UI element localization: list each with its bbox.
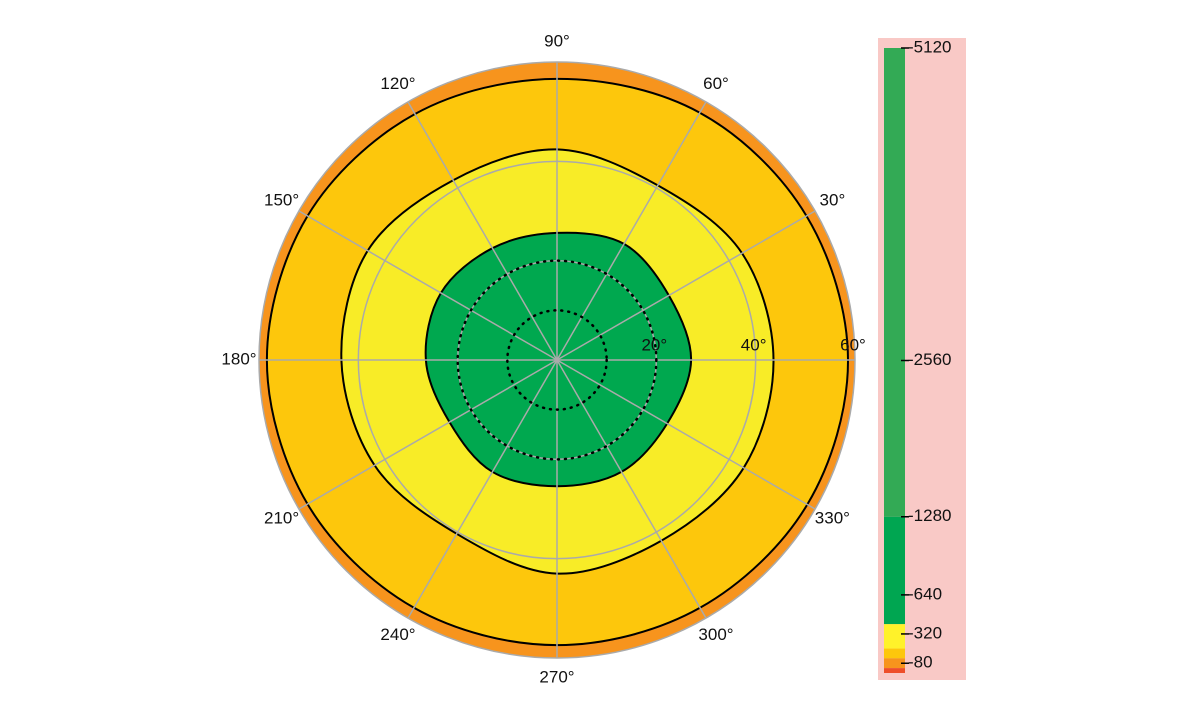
radial-label: 40° — [741, 335, 767, 354]
angle-label: 30° — [820, 190, 846, 209]
angle-grid-line — [407, 101, 558, 361]
angle-label: 300° — [698, 625, 733, 644]
colorbar-tick-label: -1280 — [908, 506, 951, 525]
colorbar-band — [884, 624, 905, 649]
angle-label: 90° — [544, 31, 570, 50]
colorbar-tick-label: -5120 — [908, 37, 951, 56]
angle-grid-line — [556, 359, 816, 510]
angle-label: 60° — [703, 74, 729, 93]
colorbar-tick-label: -640 — [908, 584, 942, 603]
angle-label: 210° — [264, 508, 299, 527]
angle-grid-line — [298, 359, 558, 510]
angle-label: 270° — [539, 667, 574, 686]
angle-grid-line — [556, 210, 816, 361]
radial-label: 20° — [641, 335, 667, 354]
colorbar-band — [884, 48, 905, 517]
radial-grid-circle — [258, 61, 856, 659]
colorbar-tick-label: -320 — [908, 623, 942, 642]
colorbar-band — [884, 668, 905, 673]
radial-grid-circle — [357, 160, 757, 560]
radial-minor-circle — [456, 259, 658, 461]
angle-label: 120° — [380, 74, 415, 93]
colorbar-band — [884, 658, 905, 669]
colorbar-band — [884, 648, 905, 659]
angle-label: 150° — [264, 190, 299, 209]
angle-label: 240° — [380, 625, 415, 644]
angle-grid-line — [556, 359, 707, 619]
colorbar-tick-label: -2560 — [908, 350, 951, 369]
radial-label: 60° — [840, 335, 866, 354]
angle-label: 330° — [815, 508, 850, 527]
colorbar-tick-label: -80 — [908, 653, 933, 672]
radial-minor-circle — [506, 309, 608, 411]
angle-label: 180° — [221, 349, 256, 368]
colorbar-band — [884, 516, 905, 625]
